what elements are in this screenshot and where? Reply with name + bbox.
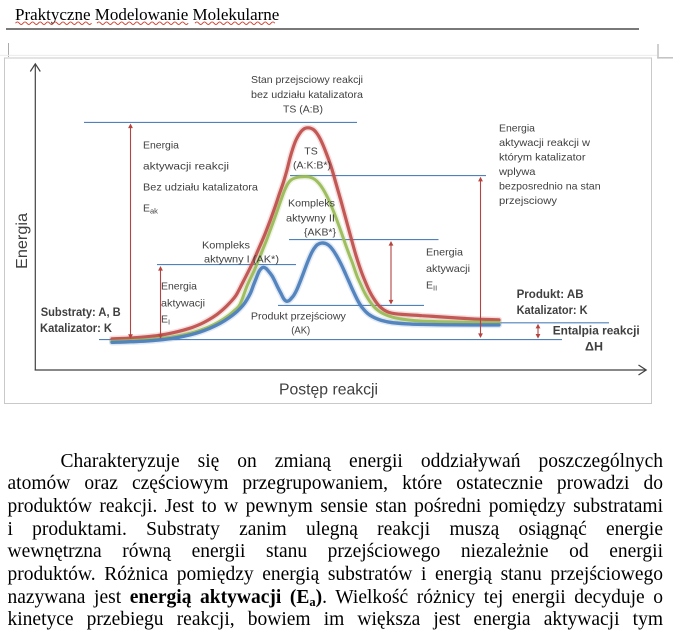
svg-text:(AK): (AK): [291, 324, 310, 336]
svg-text:Energia: Energia: [14, 213, 31, 269]
svg-text:Bez udziału katalizatora: Bez udziału katalizatora: [143, 181, 258, 193]
svg-text:Energia: Energia: [426, 246, 463, 258]
svg-text:Eak: Eak: [143, 202, 158, 215]
svg-text:aktywacji reakcji: aktywacji reakcji: [143, 160, 229, 172]
svg-text:Energia: Energia: [499, 122, 535, 134]
svg-text:Substraty: A, B: Substraty: A, B: [41, 305, 121, 319]
svg-text:bezposrednio na stan: bezposrednio na stan: [499, 180, 601, 192]
svg-text:Stan przejsciowy reakcji: Stan przejsciowy reakcji: [251, 74, 363, 86]
svg-text:EII: EII: [426, 279, 437, 292]
svg-text:(A:K:B*): (A:K:B*): [293, 159, 331, 171]
svg-text:Postęp reakcji: Postęp reakcji: [279, 382, 378, 399]
svg-text:TS: TS: [304, 145, 317, 157]
svg-text:aktywny I (AK*): aktywny I (AK*): [204, 253, 279, 265]
svg-text:Katalizator: K: Katalizator: K: [517, 303, 588, 317]
svg-text:przejsciowy: przejsciowy: [499, 195, 558, 207]
svg-text:Produkt: AB: Produkt: AB: [517, 287, 584, 301]
svg-text:Katalizator: K: Katalizator: K: [40, 321, 112, 335]
svg-text:Entalpia reakcji: Entalpia reakcji: [553, 324, 640, 338]
svg-text:{AKB*}: {AKB*}: [304, 226, 336, 238]
svg-text:aktywacji reakcji w: aktywacji reakcji w: [499, 137, 590, 149]
svg-text:aktywny II: aktywny II: [286, 212, 335, 224]
svg-text:Energia: Energia: [143, 139, 179, 151]
svg-text:Kompleks: Kompleks: [202, 239, 250, 251]
svg-text:którym katalizator: którym katalizator: [499, 151, 586, 163]
svg-text:Produkt przejściowy: Produkt przejściowy: [251, 310, 347, 322]
svg-text:wplywa: wplywa: [498, 166, 536, 178]
svg-text:Kompleks: Kompleks: [288, 197, 335, 209]
svg-text:Energia: Energia: [161, 280, 197, 292]
svg-text:TS (A:B): TS (A:B): [283, 103, 323, 115]
svg-text:aktywacji: aktywacji: [161, 297, 205, 309]
svg-text:aktywacji: aktywacji: [426, 263, 470, 275]
svg-text:bez udziału katalizatora: bez udziału katalizatora: [251, 89, 363, 101]
svg-text:EI: EI: [161, 313, 170, 326]
svg-text:ΔH: ΔH: [585, 340, 603, 354]
